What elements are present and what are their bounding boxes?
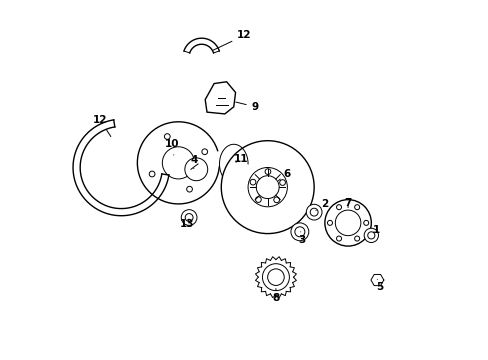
Circle shape [185, 213, 193, 221]
Circle shape [354, 236, 359, 241]
Circle shape [202, 149, 207, 154]
Text: 6: 6 [278, 168, 290, 181]
Text: 12: 12 [213, 30, 251, 50]
Text: 10: 10 [165, 139, 179, 155]
Polygon shape [370, 274, 383, 285]
Text: 13: 13 [180, 219, 194, 229]
Text: 4: 4 [190, 156, 198, 168]
Circle shape [336, 236, 341, 241]
Circle shape [255, 197, 261, 202]
Circle shape [164, 134, 170, 139]
Polygon shape [205, 82, 235, 114]
Text: 5: 5 [375, 279, 383, 292]
Text: 3: 3 [297, 232, 305, 245]
Circle shape [273, 197, 279, 203]
Circle shape [149, 171, 155, 177]
Circle shape [290, 223, 308, 241]
Text: 11: 11 [233, 154, 248, 163]
Circle shape [354, 205, 359, 210]
Text: 12: 12 [93, 115, 111, 136]
Polygon shape [183, 38, 219, 53]
Circle shape [186, 186, 192, 192]
Text: 1: 1 [371, 225, 379, 235]
Circle shape [264, 169, 270, 175]
Circle shape [367, 232, 374, 239]
Text: 2: 2 [315, 199, 328, 210]
Text: 8: 8 [272, 289, 279, 303]
Text: 7: 7 [344, 198, 351, 208]
Circle shape [336, 205, 341, 210]
Circle shape [327, 220, 332, 225]
Circle shape [184, 158, 207, 181]
Circle shape [364, 228, 378, 243]
Polygon shape [73, 120, 168, 216]
Circle shape [305, 204, 322, 220]
Circle shape [250, 179, 255, 185]
Circle shape [279, 180, 285, 185]
Circle shape [181, 210, 197, 225]
Circle shape [363, 220, 368, 225]
Text: 9: 9 [235, 102, 258, 112]
Circle shape [309, 208, 317, 216]
